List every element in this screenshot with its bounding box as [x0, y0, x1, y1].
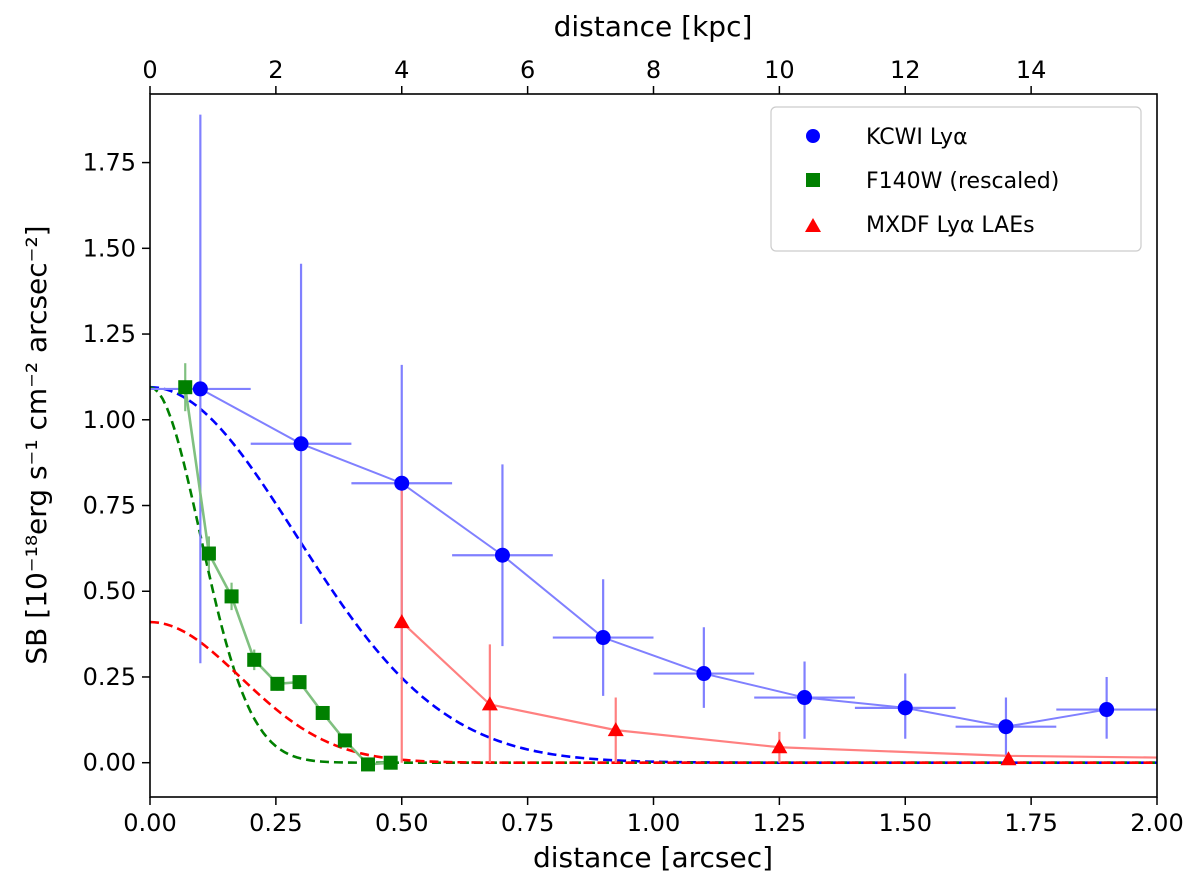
legend: KCWI Lyα F140W (rescaled) MXDF Lyα LAEs — [770, 106, 1142, 252]
f140w-line — [183, 387, 391, 766]
kcwi-point — [696, 666, 712, 682]
kcwi-point — [998, 719, 1014, 735]
y-tick-label: 0.25 — [83, 663, 136, 691]
top-x-tick-label: 14 — [1016, 56, 1047, 84]
x-tick-label: 1.25 — [753, 809, 806, 837]
top-x-tick-label: 0 — [142, 56, 157, 84]
kcwi-point — [595, 630, 611, 646]
kcwi-point — [494, 547, 510, 563]
kcwi-point — [293, 436, 309, 452]
x-tick-label: 0.25 — [249, 809, 302, 837]
legend-mxdf-marker — [805, 218, 821, 232]
y-axis-label: SB [10⁻¹⁸erg s⁻¹ cm⁻² arcsec⁻²] — [20, 225, 53, 664]
lae-model-curve — [150, 620, 1157, 765]
mxdf-line — [400, 621, 1157, 759]
mxdf-point — [481, 696, 498, 711]
x-tick-label: 0.50 — [375, 809, 428, 837]
f140w-point — [292, 675, 307, 690]
f140w-point — [247, 652, 262, 667]
kcwi-point — [394, 475, 410, 491]
top-x-tick-label: 2 — [268, 56, 283, 84]
legend-kcwi-label: KCWI Lyα — [866, 125, 968, 150]
f140w-point — [178, 380, 193, 395]
kcwi-point — [897, 700, 913, 716]
mxdf-point — [607, 722, 624, 737]
f140w-point — [224, 589, 239, 604]
y-tick-label: 1.50 — [83, 234, 136, 262]
data-layer — [150, 114, 1157, 772]
kcwi-point — [1099, 702, 1115, 718]
top-x-tick-label: 6 — [520, 56, 535, 84]
mxdf-point — [771, 739, 788, 754]
legend-f140w-marker — [806, 173, 820, 187]
x-tick-label: 0.75 — [501, 809, 554, 837]
top-x-tick-label: 12 — [890, 56, 921, 84]
f140w-point — [383, 755, 398, 770]
y-tick-label: 1.25 — [83, 320, 136, 348]
f140w-point — [361, 757, 376, 772]
x-axis-label: distance [arcsec] — [533, 841, 773, 874]
top-x-tick-label: 4 — [394, 56, 409, 84]
f140w-point — [337, 733, 352, 748]
x-tick-label: 1.50 — [879, 809, 932, 837]
y-tick-label: 1.75 — [83, 149, 136, 177]
top-x-tick-label: 10 — [764, 56, 795, 84]
legend-mxdf-label: MXDF Lyα LAEs — [866, 213, 1035, 238]
x-tick-label: 2.00 — [1130, 809, 1183, 837]
x-tick-label: 1.75 — [1004, 809, 1057, 837]
y-tick-label: 0.75 — [83, 492, 136, 520]
f140w-point — [201, 546, 216, 561]
y-tick-label: 0.50 — [83, 577, 136, 605]
legend-f140w-label: F140W (rescaled) — [866, 169, 1059, 194]
mxdf-point — [1000, 751, 1017, 766]
kcwi-point — [192, 381, 208, 397]
f140w-point — [270, 676, 285, 691]
mxdf-point — [393, 614, 410, 629]
f140w-point — [315, 705, 330, 720]
legend-kcwi-marker — [806, 129, 820, 143]
y-tick-label: 0.00 — [83, 749, 136, 777]
legend-frame — [770, 106, 1142, 252]
top-x-axis-label: distance [kpc] — [554, 10, 753, 43]
kcwi-point — [797, 690, 813, 706]
axes: 0.00 0.25 0.50 0.75 1.00 1.25 1.50 1.75 2.00 0 2 4 6… — [83, 56, 1184, 837]
top-x-tick-label: 8 — [646, 56, 661, 84]
y-tick-label: 1.00 — [83, 406, 136, 434]
x-tick-label: 0.00 — [123, 809, 176, 837]
kcwi-line — [199, 388, 1107, 728]
x-tick-label: 1.00 — [627, 809, 680, 837]
